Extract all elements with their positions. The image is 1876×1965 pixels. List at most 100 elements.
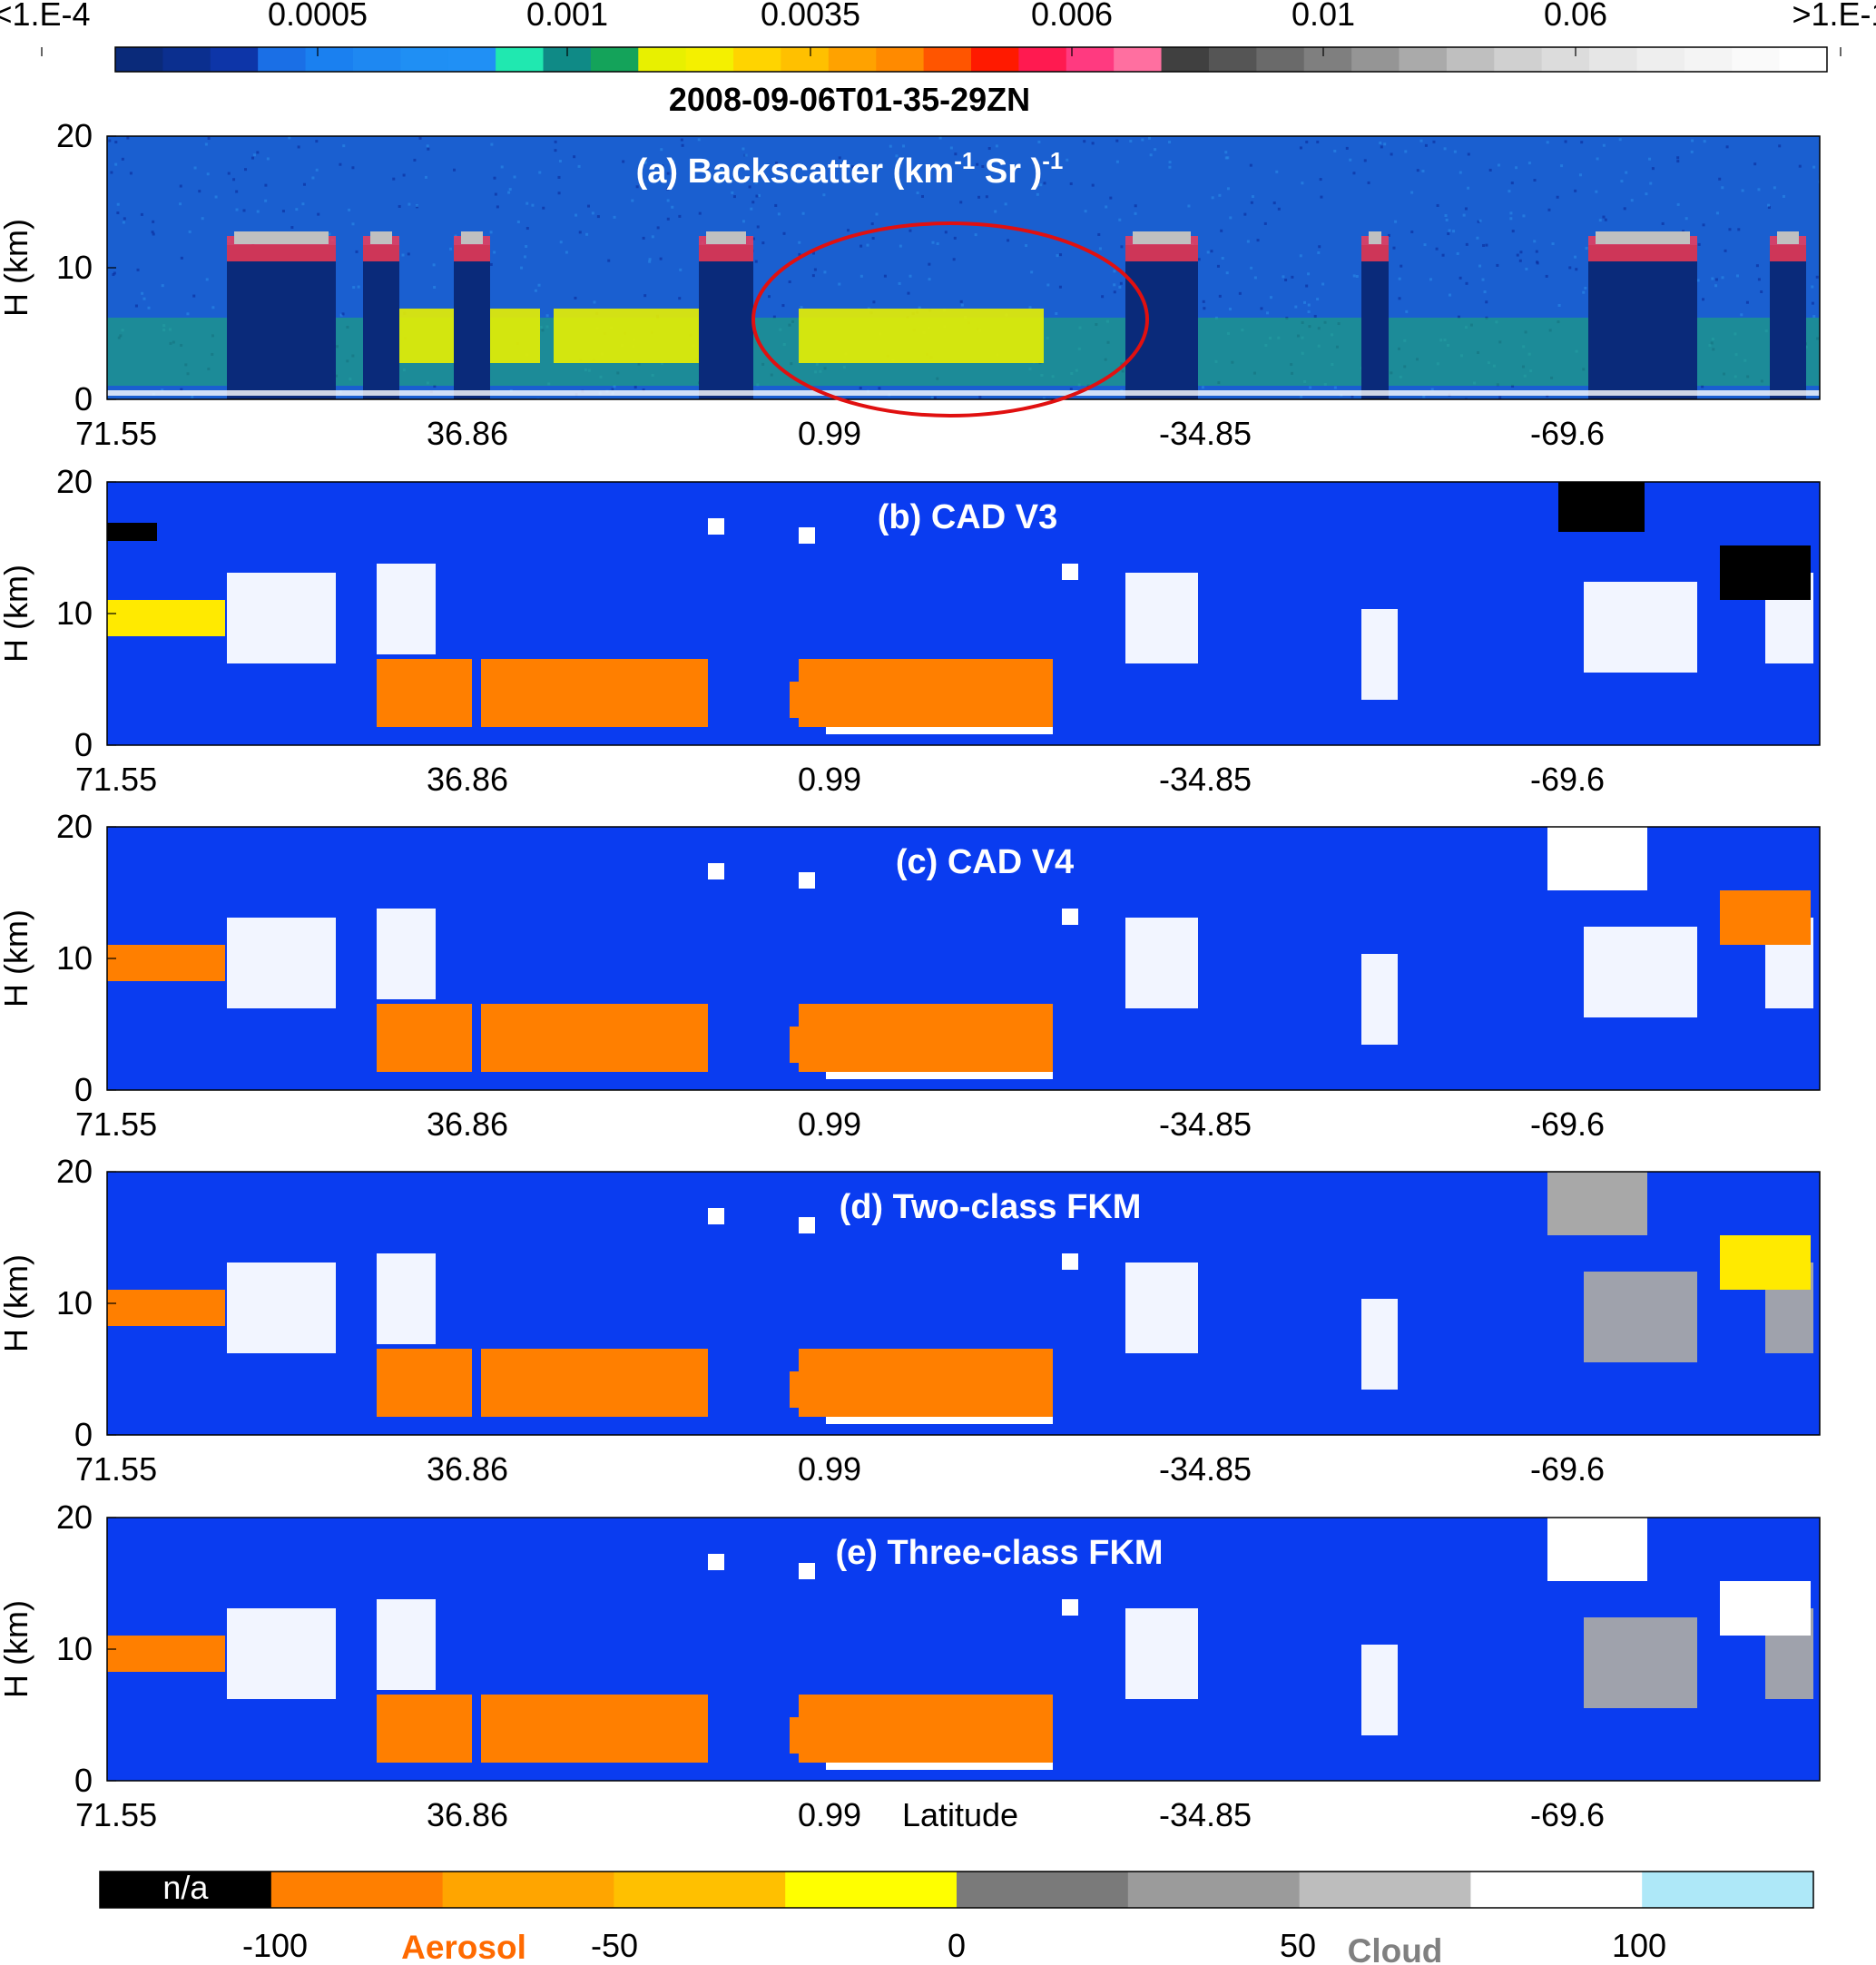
classification-colorbar-segment xyxy=(1299,1872,1471,1908)
y-tick-label: 10 xyxy=(56,594,93,632)
x-tick-label: 71.55 xyxy=(75,1450,157,1488)
backscatter-colorbar-segment xyxy=(1351,47,1400,72)
panel-e: (e) Three-class FKM H (km) 0 10 20 71.55 36.86… xyxy=(0,1498,1821,1833)
panel-a: (a) Backscatter (km-1 Sr )-1 H (km) 0 10 20 7… xyxy=(0,117,1821,452)
backscatter-colorbar-tick-labels: <1.E-4 0.0005 0.001 0.0035 0.006 0.01 0.06 >1.E… xyxy=(0,0,1876,33)
backscatter-colorbar-tick-label: 0.0005 xyxy=(268,0,368,33)
cloud-label: Cloud xyxy=(1348,1932,1443,1965)
backscatter-colorbar-segment xyxy=(781,47,830,72)
classification-colorbar-segment xyxy=(614,1872,786,1908)
y-axis-label: H (km) xyxy=(0,1600,34,1698)
classification-colorbar-tick-label: 0 xyxy=(948,1927,966,1964)
panel-curtain xyxy=(107,136,1820,399)
y-axis-label: H (km) xyxy=(0,219,34,317)
y-tick-label: 20 xyxy=(56,117,93,154)
x-tick-label: -34.85 xyxy=(1159,1105,1252,1143)
backscatter-colorbar-segment xyxy=(352,47,401,72)
classification-colorbar-segment xyxy=(785,1872,958,1908)
classification-colorbar: n/a xyxy=(99,1869,1814,1909)
backscatter-colorbar-tick-label: >1.E-1 xyxy=(1792,0,1876,33)
x-tick-label: 71.55 xyxy=(75,415,157,452)
backscatter-colorbar-segment xyxy=(1066,47,1115,72)
panel-curtain xyxy=(107,482,1813,734)
panel-title: (b) CAD V3 xyxy=(878,498,1057,536)
backscatter-colorbar-tick-label: 0.006 xyxy=(1031,0,1113,33)
x-tick-label: -34.85 xyxy=(1159,761,1252,798)
classification-colorbar-segment xyxy=(1470,1872,1643,1908)
backscatter-colorbar-tick-label: 0.01 xyxy=(1292,0,1355,33)
x-tick-label: -69.6 xyxy=(1530,1105,1605,1143)
panel-curtain xyxy=(107,1172,1813,1424)
backscatter-colorbar-segment xyxy=(685,47,734,72)
y-tick-label: 20 xyxy=(56,1498,93,1536)
y-axis-label: H (km) xyxy=(0,565,34,663)
backscatter-colorbar-segment xyxy=(447,47,496,72)
x-tick-label: 36.86 xyxy=(427,1796,508,1833)
x-axis-label: Latitude xyxy=(902,1796,1018,1833)
backscatter-colorbar-segment xyxy=(590,47,639,72)
highlight-ellipse xyxy=(751,221,1149,418)
backscatter-colorbar-segment xyxy=(496,47,545,72)
backscatter-colorbar-tick-label: 0.06 xyxy=(1544,0,1607,33)
backscatter-colorbar-segment xyxy=(1161,47,1210,72)
x-tick-label: 0.99 xyxy=(798,1796,861,1833)
classification-colorbar-segment xyxy=(957,1872,1129,1908)
backscatter-colorbar-segment xyxy=(1399,47,1448,72)
backscatter-colorbar-segment xyxy=(733,47,782,72)
x-tick-label: 71.55 xyxy=(75,1105,157,1143)
x-tick-label: -69.6 xyxy=(1530,415,1605,452)
panel-title: (c) CAD V4 xyxy=(896,843,1074,881)
backscatter-colorbar-tick-label: <1.E-4 xyxy=(0,0,91,33)
panel-title: (d) Two-class FKM xyxy=(840,1188,1142,1226)
panel-b: (b) CAD V3 H (km) 0 10 20 71.55 36.86 0.99 -34.8… xyxy=(0,463,1821,798)
backscatter-colorbar-segment xyxy=(638,47,687,72)
y-tick-label: 10 xyxy=(56,249,93,286)
backscatter-colorbar-segment xyxy=(305,47,354,72)
x-tick-label: -69.6 xyxy=(1530,1796,1605,1833)
backscatter-colorbar-segment xyxy=(1732,47,1781,72)
backscatter-colorbar-segment xyxy=(1589,47,1638,72)
x-tick-label: 36.86 xyxy=(427,1450,508,1488)
backscatter-colorbar-segment xyxy=(1636,47,1685,72)
y-tick-label: 10 xyxy=(56,1284,93,1321)
classification-colorbar-frame xyxy=(99,1871,1814,1909)
backscatter-colorbar-segment xyxy=(828,47,877,72)
x-tick-label: 0.99 xyxy=(798,761,861,798)
panel-title: (a) Backscatter (km-1 Sr )-1 xyxy=(636,147,1064,191)
x-tick-label: -34.85 xyxy=(1159,1796,1252,1833)
backscatter-colorbar-frame xyxy=(114,46,1828,73)
backscatter-colorbar-segment xyxy=(115,47,163,72)
x-tick-label: 0.99 xyxy=(798,1450,861,1488)
panel-curtain xyxy=(107,1518,1813,1770)
panel-curtain xyxy=(107,827,1813,1079)
y-tick-label: 20 xyxy=(56,1153,93,1190)
classification-colorbar-tick-label: 50 xyxy=(1280,1927,1316,1964)
x-tick-label: -69.6 xyxy=(1530,1450,1605,1488)
classification-colorbar-tick-label: -50 xyxy=(591,1927,638,1964)
x-tick-label: 36.86 xyxy=(427,1105,508,1143)
backscatter-colorbar-segment xyxy=(162,47,211,72)
backscatter-colorbar-segment xyxy=(258,47,307,72)
backscatter-colorbar-segment xyxy=(1114,47,1163,72)
backscatter-colorbar-segment xyxy=(1684,47,1733,72)
backscatter-colorbar-segment xyxy=(1208,47,1257,72)
y-tick-label: 20 xyxy=(56,463,93,500)
backscatter-colorbar xyxy=(41,46,1842,73)
classification-colorbar-segment xyxy=(1127,1872,1301,1908)
backscatter-colorbar-segment xyxy=(1541,47,1590,72)
backscatter-colorbar-tick-label: 0.001 xyxy=(526,0,608,33)
backscatter-colorbar-segment xyxy=(1779,47,1828,72)
y-tick-label: 10 xyxy=(56,1630,93,1667)
x-tick-label: 0.99 xyxy=(798,415,861,452)
panel-c: (c) CAD V4 H (km) 0 10 20 71.55 36.86 0.99 -34.8… xyxy=(0,808,1821,1143)
backscatter-colorbar-segment xyxy=(971,47,1019,72)
y-tick-label: 0 xyxy=(74,380,93,418)
x-tick-label: -34.85 xyxy=(1159,1450,1252,1488)
backscatter-colorbar-segment xyxy=(1018,47,1067,72)
classification-colorbar-tick-labels: -100 -50 0 50 100 xyxy=(242,1927,1666,1964)
x-tick-label: 36.86 xyxy=(427,415,508,452)
timestamp-title: 2008-09-06T01-35-29ZN xyxy=(669,81,1030,118)
y-tick-label: 10 xyxy=(56,939,93,977)
x-tick-label: 0.99 xyxy=(798,1105,861,1143)
y-axis-label: H (km) xyxy=(0,909,34,1007)
